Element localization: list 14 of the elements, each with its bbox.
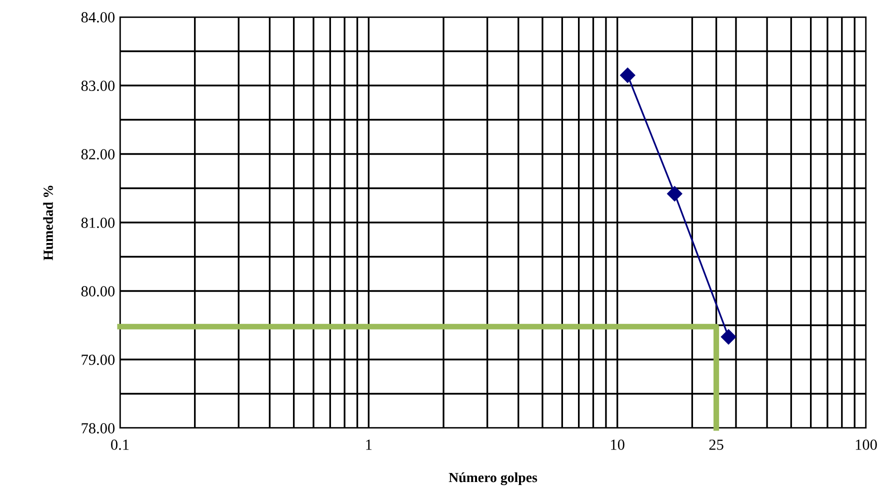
y-tick-label: 78.00 <box>82 423 115 434</box>
y-tick-label: 80.00 <box>81 286 115 297</box>
x-tick-label: 10 <box>611 440 624 450</box>
y-tick-label: 84.00 <box>81 12 115 23</box>
x-tick-label: 0.1 <box>111 440 129 450</box>
y-axis-title: Humedad % <box>43 186 53 260</box>
x-tick-label: 1 <box>366 440 372 450</box>
x-tick-label: 100 <box>856 440 877 450</box>
y-tick-label: 82.00 <box>81 149 115 160</box>
y-tick-label: 79.00 <box>82 354 115 366</box>
x-tick-label: 25 <box>709 440 724 450</box>
y-tick-label: 81.00 <box>81 218 115 228</box>
y-tick-label: 83.00 <box>81 80 115 92</box>
x-axis-title: Número golpes <box>448 472 538 486</box>
